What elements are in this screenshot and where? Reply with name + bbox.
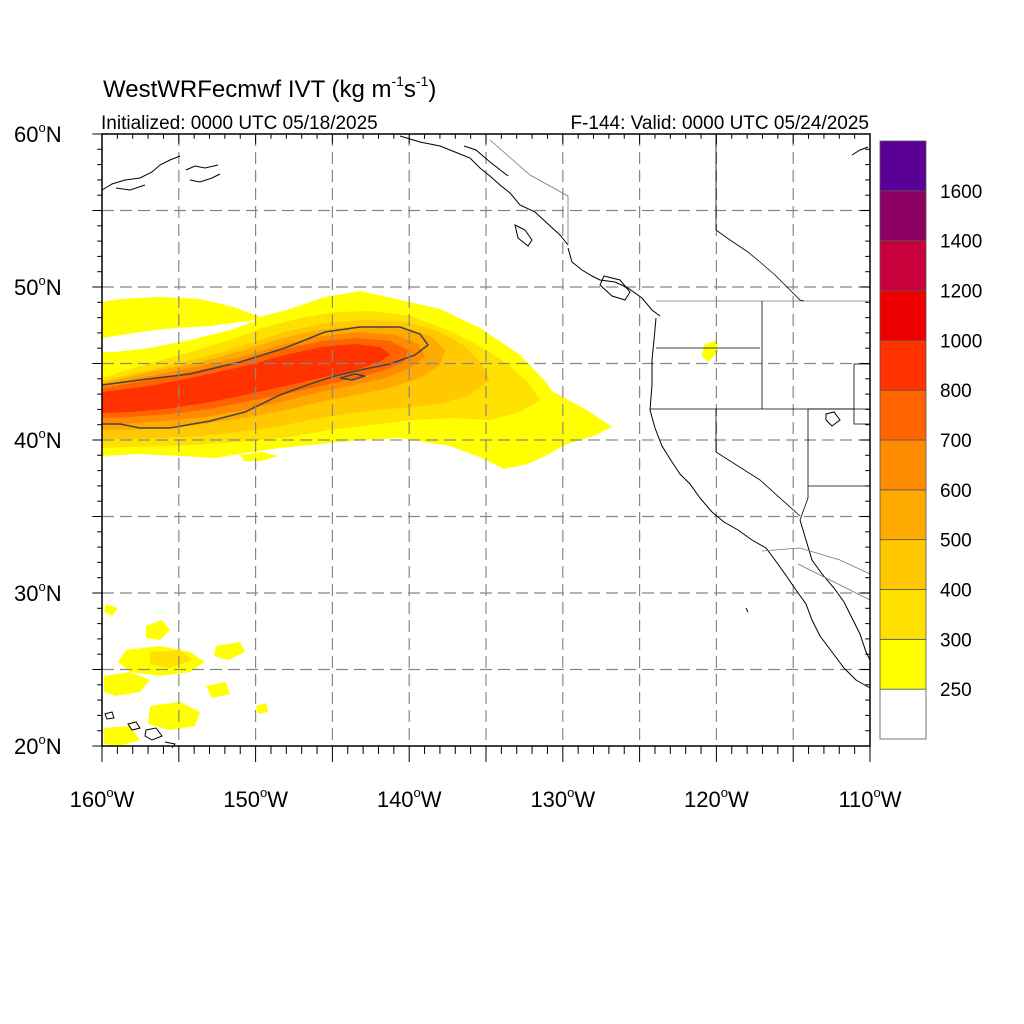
colorbar-label: 700 — [940, 431, 972, 452]
lon-label: 160oW — [70, 785, 135, 812]
ivt-blob — [206, 682, 230, 698]
lat-label: 50oN — [14, 273, 62, 300]
figure-title: WestWRFecmwf IVT (kg m-1s-1) — [103, 73, 436, 103]
lon-label: 140oW — [377, 785, 442, 812]
ivt-blob — [256, 703, 268, 714]
colorbar-label: 800 — [940, 381, 972, 402]
lon-label: 110oW — [838, 785, 901, 812]
map-panel — [92, 133, 871, 762]
longitude-labels: 160oW 150oW 140oW 130oW 120oW 110oW — [70, 785, 902, 812]
colorbar-segment — [879, 190, 927, 242]
colorbar-segment — [879, 339, 927, 391]
coastlines — [101, 135, 871, 749]
colorbar-label: 1600 — [940, 182, 982, 203]
colorbar-label: 300 — [940, 630, 972, 651]
colorbar-label: 250 — [940, 680, 972, 701]
ivt-contour-800 — [102, 344, 390, 413]
lon-label: 130oW — [530, 785, 595, 812]
lat-label: 40oN — [14, 426, 62, 453]
ivt-blob — [104, 726, 140, 746]
colorbar-segment — [879, 638, 927, 690]
axis-ticks — [92, 133, 871, 762]
colorbar-segment — [879, 489, 927, 541]
colorbar-label: 600 — [940, 481, 972, 502]
lon-label: 150oW — [223, 785, 288, 812]
ivt-colorbar: 250 300 400 500 600 700 800 1000 1200 1400 1600 — [879, 140, 982, 740]
ivt-blob — [150, 650, 192, 668]
ivt-blob — [146, 620, 170, 640]
lat-label: 60oN — [14, 120, 62, 147]
ivt-blob — [104, 672, 150, 696]
lat-label: 30oN — [14, 579, 62, 606]
ivt-blob — [240, 452, 278, 461]
ivt-blob — [702, 340, 718, 362]
colorbar-segment — [879, 539, 927, 590]
ivt-gap — [102, 320, 258, 352]
initialized-label: Initialized: 0000 UTC 05/18/2025 — [101, 113, 378, 134]
colorbar-segment — [879, 140, 927, 192]
lat-label: 20oN — [14, 732, 62, 759]
colorbar-label: 1200 — [940, 282, 982, 303]
colorbar-segment — [879, 688, 927, 740]
colorbar-label: 400 — [940, 581, 972, 602]
ivt-blob — [214, 642, 245, 660]
ivt-shading — [102, 291, 718, 746]
colorbar-label: 1000 — [940, 331, 982, 352]
ivt-contour-line-1000b — [339, 373, 366, 381]
colorbar-label: 500 — [940, 531, 972, 552]
ivt-blob — [104, 604, 118, 616]
colorbar-segment — [879, 439, 927, 491]
lon-label: 120oW — [684, 785, 749, 812]
colorbar-segment — [879, 290, 927, 341]
colorbar-segment — [879, 240, 927, 291]
latitude-labels: 60oN 50oN 40oN 30oN 20oN — [14, 120, 62, 759]
valid-time-label: F-144: Valid: 0000 UTC 05/24/2025 — [570, 113, 869, 134]
colorbar-label: 1400 — [940, 232, 982, 253]
colorbar-segment — [879, 389, 927, 441]
colorbar-segment — [879, 589, 927, 640]
ivt-blob — [148, 702, 200, 730]
ivt-contour-line-1000 — [101, 326, 430, 429]
